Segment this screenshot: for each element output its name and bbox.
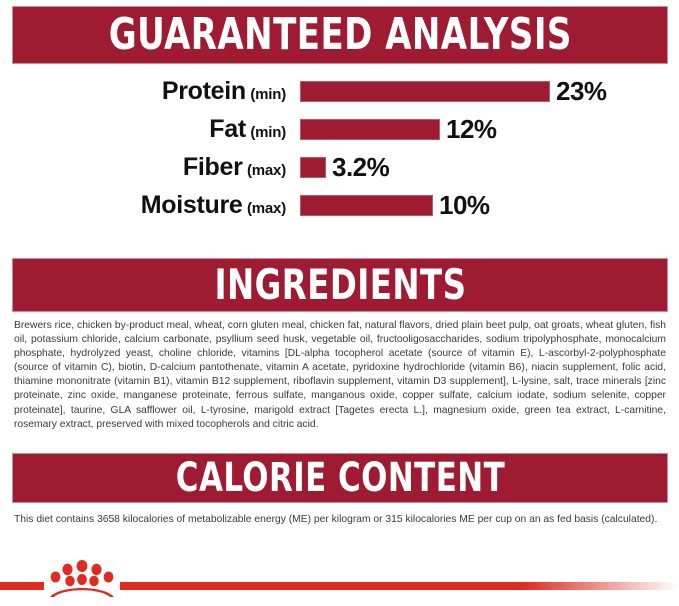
chart-bar-moisture	[300, 194, 433, 216]
chart-label-fat-qualifier: (min)	[250, 123, 286, 141]
footer-rule-right	[120, 582, 679, 590]
chart-bar-fiber	[300, 156, 326, 178]
calorie-content-paragraph: This diet contains 3658 kilocalories of …	[14, 514, 658, 525]
chart-label-moisture-qualifier: (max)	[246, 199, 286, 217]
chart-row-moisture: Moisture (max) 10%	[0, 188, 679, 222]
section-header-calorie-content: CALORIE CONTENT	[12, 453, 668, 503]
section-title-calorie-content: CALORIE CONTENT	[175, 455, 505, 501]
chart-label-fiber-qualifier: (max)	[246, 161, 286, 179]
chart-label-protein: Protein (min)	[0, 76, 300, 105]
chart-bar-fat	[300, 118, 440, 140]
chart-label-fat: Fat (min)	[0, 114, 300, 143]
chart-value-fiber: 3.2%	[332, 152, 390, 182]
section-header-ingredients: INGREDIENTS	[12, 258, 668, 312]
chart-value-protein: 23%	[556, 76, 607, 106]
chart-row-fat: Fat (min) 12%	[0, 112, 679, 146]
footer-brand-rule	[0, 556, 679, 598]
chart-value-moisture: 10%	[439, 190, 490, 220]
guaranteed-analysis-chart: Protein (min) 23% Fat (min) 12% Fiber (m…	[0, 74, 679, 224]
section-header-guaranteed-analysis: GUARANTEED ANALYSIS	[12, 6, 668, 64]
chart-label-moisture: Moisture (max)	[0, 190, 300, 219]
ingredients-paragraph: Brewers rice, chicken by-product meal, w…	[14, 320, 666, 430]
section-title-ingredients: INGREDIENTS	[214, 260, 466, 309]
section-title-guaranteed-analysis: GUARANTEED ANALYSIS	[108, 9, 572, 60]
chart-label-fiber: Fiber (max)	[0, 152, 300, 181]
chart-label-moisture-name: Moisture	[140, 190, 243, 219]
chart-label-fat-name: Fat	[209, 114, 246, 143]
chart-label-fiber-name: Fiber	[182, 152, 243, 181]
chart-label-protein-qualifier: (min)	[250, 85, 286, 103]
chart-row-fiber: Fiber (max) 3.2%	[0, 150, 679, 184]
chart-row-protein: Protein (min) 23%	[0, 74, 679, 108]
chart-bar-protein	[300, 80, 550, 102]
chart-label-protein-name: Protein	[161, 76, 246, 105]
royal-canin-crown-logo-icon	[46, 560, 118, 598]
chart-value-fat: 12%	[446, 114, 497, 144]
footer-rule-left	[0, 582, 44, 590]
